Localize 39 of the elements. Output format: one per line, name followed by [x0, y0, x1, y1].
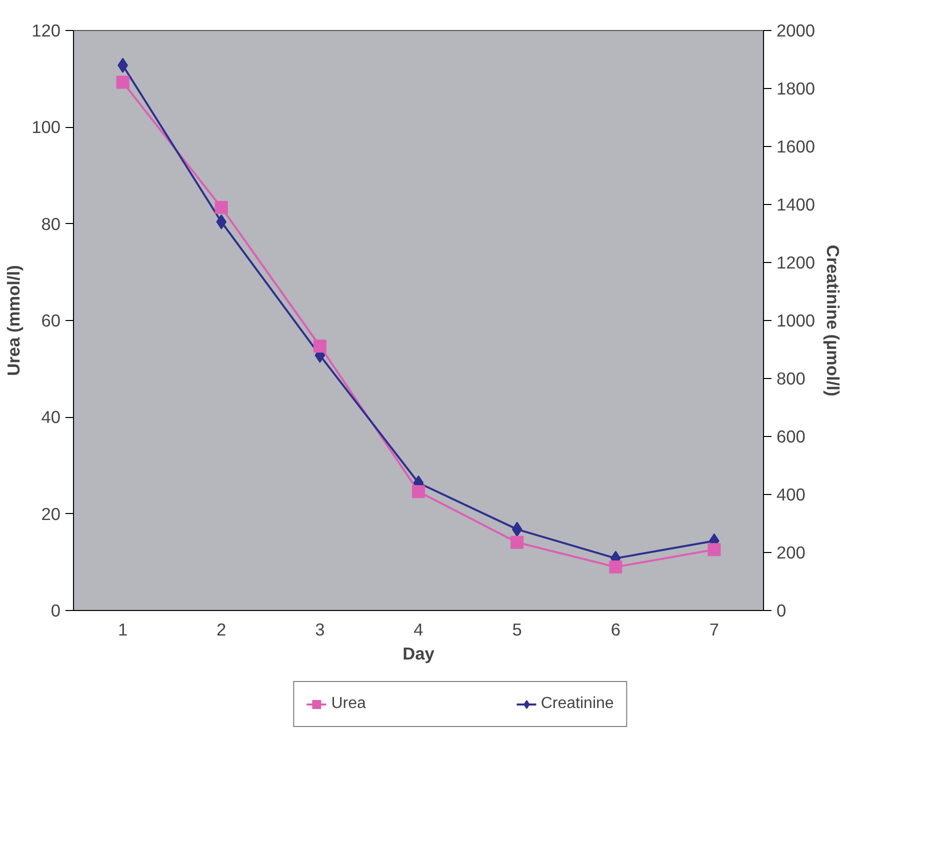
- x-axis-title: Day: [402, 644, 435, 664]
- y-tick-label: 80: [41, 214, 61, 234]
- point: [510, 536, 524, 549]
- point: [609, 560, 622, 574]
- y-axis-title: Urea (mmol/l): [4, 265, 24, 376]
- y2-tick-label: 1600: [776, 136, 816, 156]
- y2-tick-label: 2000: [776, 20, 816, 40]
- x-tick-label: 3: [315, 620, 325, 640]
- legend-label: Creatinine: [540, 694, 614, 712]
- y-tick-label: 20: [41, 504, 61, 524]
- x-tick-label: 4: [414, 620, 424, 640]
- y-tick-label: 60: [41, 310, 61, 330]
- y-tick-label: 0: [50, 600, 61, 620]
- y-tick-label: 100: [32, 117, 61, 138]
- point: [512, 522, 522, 537]
- y2-tick-label: 600: [776, 426, 806, 446]
- point: [313, 340, 326, 353]
- legend-label: Urea: [331, 694, 366, 712]
- x-tick-label: 5: [512, 620, 522, 640]
- y-tick-label: 120: [32, 20, 61, 40]
- x-tick-label: 2: [216, 620, 226, 640]
- point: [116, 76, 130, 89]
- y2-tick-label: 1400: [776, 194, 816, 214]
- y-tick-label: 40: [41, 407, 61, 428]
- y2-tick-label: 1800: [776, 78, 816, 98]
- y2-tick-label: 200: [776, 542, 806, 562]
- point: [214, 200, 228, 214]
- y2-axis-title: Creatinine (µmol/l): [823, 244, 844, 396]
- y2-tick-label: 1200: [776, 252, 816, 272]
- x-tick-label: 7: [709, 620, 720, 640]
- y2-tick-label: 800: [776, 368, 806, 388]
- y2-tick-label: 1000: [776, 310, 816, 330]
- x-tick-label: 1: [118, 620, 128, 640]
- point: [216, 214, 227, 230]
- point: [708, 543, 721, 556]
- y2-tick-label: 400: [776, 484, 806, 504]
- point: [412, 485, 425, 498]
- x-tick-label: 6: [610, 620, 620, 640]
- y2-tick-label: 0: [776, 600, 786, 620]
